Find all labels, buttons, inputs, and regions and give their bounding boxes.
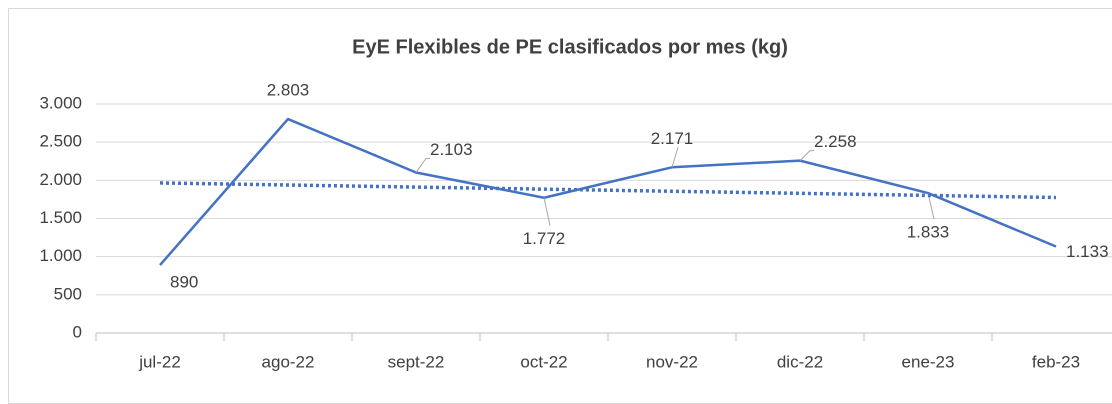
x-tick-label: sept-22 bbox=[388, 352, 445, 371]
leader-line bbox=[543, 197, 551, 226]
y-tick-label: 500 bbox=[54, 284, 82, 303]
data-label: 2.103 bbox=[430, 140, 473, 159]
x-tick-label: ago-22 bbox=[262, 352, 315, 371]
series-line bbox=[159, 117, 1057, 266]
y-tick-label: 0 bbox=[73, 322, 82, 341]
x-tick-label: dic-22 bbox=[777, 352, 823, 371]
leader-line bbox=[799, 150, 814, 161]
leader-line bbox=[415, 157, 430, 173]
data-label: 1.133 bbox=[1066, 242, 1109, 261]
data-label: 890 bbox=[170, 273, 198, 292]
x-tick-label: oct-22 bbox=[520, 352, 567, 371]
chart-title: EyE Flexibles de PE clasificados por mes… bbox=[352, 36, 788, 58]
data-label: 2.171 bbox=[651, 129, 694, 148]
data-label: 1.772 bbox=[523, 229, 566, 248]
leader-line bbox=[927, 192, 935, 220]
x-tick-label: jul-22 bbox=[138, 352, 181, 371]
trendline bbox=[159, 181, 1057, 200]
y-tick-label: 3.000 bbox=[39, 93, 82, 112]
leader-line bbox=[671, 147, 679, 168]
y-tick-label: 1.500 bbox=[39, 208, 82, 227]
x-tick-label: nov-22 bbox=[646, 352, 698, 371]
data-label: 2.803 bbox=[267, 81, 310, 100]
data-label: 2.258 bbox=[814, 132, 857, 151]
y-tick-label: 2.000 bbox=[39, 170, 82, 189]
data-label: 1.833 bbox=[907, 223, 950, 242]
x-tick-label: feb-23 bbox=[1032, 352, 1080, 371]
y-tick-label: 2.500 bbox=[39, 132, 82, 151]
x-tick-label: ene-23 bbox=[902, 352, 955, 371]
chart-border bbox=[8, 8, 1112, 404]
y-tick-label: 1.000 bbox=[39, 246, 82, 265]
